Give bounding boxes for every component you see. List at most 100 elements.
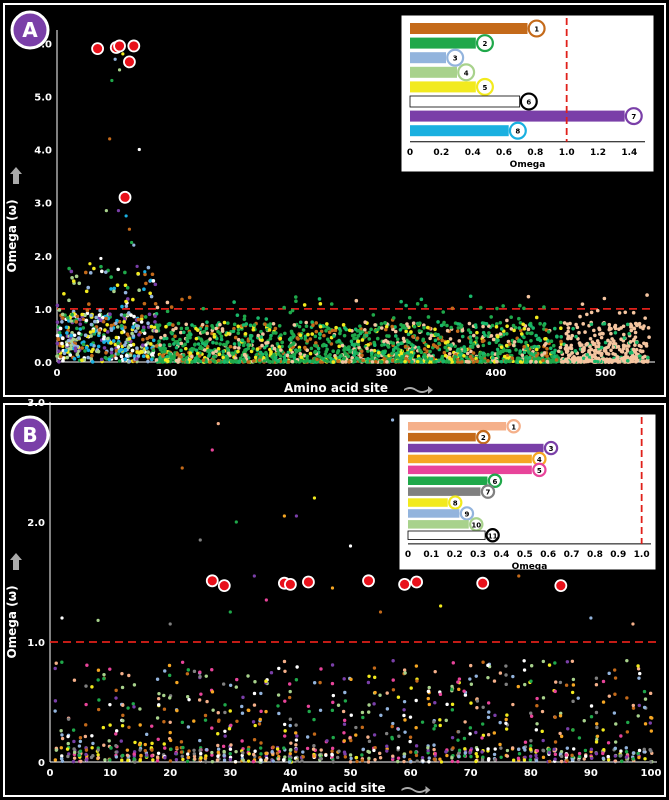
- inset-bar-label: 2: [483, 40, 488, 48]
- data-point: [84, 289, 89, 294]
- panel-frame: [3, 3, 666, 397]
- data-point: [566, 727, 570, 731]
- data-point: [495, 334, 500, 339]
- data-point: [547, 751, 552, 755]
- data-point: [476, 344, 480, 349]
- inset-axis-title: Omega: [510, 160, 546, 170]
- data-point: [602, 296, 607, 301]
- data-point: [349, 677, 353, 682]
- data-point: [126, 706, 130, 710]
- data-point: [78, 317, 82, 322]
- data-point: [534, 758, 539, 763]
- data-point: [163, 358, 168, 362]
- data-point: [56, 337, 61, 342]
- data-point: [130, 240, 134, 245]
- data-point: [338, 354, 342, 359]
- data-point: [203, 713, 208, 718]
- data-point: [150, 741, 154, 746]
- data-point: [258, 717, 262, 722]
- data-point: [108, 137, 112, 141]
- data-point: [109, 347, 114, 352]
- data-point: [168, 622, 172, 626]
- x-tick-label: 50: [344, 768, 358, 779]
- data-point: [232, 322, 237, 327]
- data-point: [619, 749, 623, 753]
- data-point: [499, 327, 504, 331]
- data-point: [66, 338, 71, 343]
- data-point: [60, 341, 64, 346]
- inset-bar: [410, 23, 528, 34]
- data-point: [252, 574, 256, 578]
- data-point: [438, 723, 442, 728]
- data-point: [450, 708, 455, 712]
- data-point: [329, 342, 334, 346]
- data-point: [201, 306, 206, 311]
- data-point: [214, 349, 218, 353]
- data-point: [474, 752, 478, 756]
- data-point: [433, 338, 438, 343]
- data-point: [145, 346, 149, 350]
- data-point: [330, 708, 335, 713]
- data-point: [429, 357, 434, 361]
- data-point: [114, 755, 119, 759]
- data-point: [235, 719, 239, 723]
- data-point: [415, 302, 420, 306]
- data-point: [280, 340, 285, 345]
- data-point: [348, 753, 353, 757]
- data-point: [589, 747, 594, 752]
- data-point: [474, 336, 479, 340]
- data-point: [187, 749, 191, 753]
- data-point: [304, 358, 309, 363]
- data-point: [202, 348, 207, 352]
- data-point: [143, 315, 148, 319]
- data-point: [529, 748, 533, 752]
- data-point: [264, 709, 268, 714]
- data-point: [120, 724, 125, 728]
- data-point: [67, 266, 71, 271]
- data-point: [373, 746, 377, 750]
- data-point: [272, 346, 277, 351]
- data-point: [599, 345, 604, 350]
- data-point: [147, 335, 152, 339]
- data-point: [154, 329, 159, 333]
- data-point: [427, 702, 432, 707]
- data-point: [390, 358, 395, 363]
- data-point: [151, 338, 156, 343]
- data-point: [516, 360, 520, 364]
- data-point: [304, 324, 309, 329]
- data-point: [620, 759, 624, 763]
- data-point: [582, 345, 586, 350]
- data-point: [241, 323, 246, 327]
- data-point: [577, 341, 582, 345]
- data-point: [112, 289, 116, 294]
- x-tick-label: 200: [266, 368, 287, 379]
- data-point: [242, 352, 247, 357]
- data-point: [511, 758, 516, 762]
- data-point: [169, 330, 174, 335]
- inset-axis-title: Omega: [512, 562, 548, 572]
- data-point: [451, 661, 455, 665]
- data-point: [405, 351, 410, 355]
- data-point: [199, 751, 203, 756]
- data-point: [601, 751, 605, 756]
- data-point: [107, 357, 112, 362]
- data-point: [541, 738, 545, 743]
- inset-tick-label: 0.6: [496, 148, 512, 158]
- data-point: [216, 347, 221, 351]
- data-point: [631, 751, 636, 755]
- data-point: [612, 711, 617, 715]
- x-tick-label: 500: [595, 368, 616, 379]
- data-point: [72, 678, 77, 682]
- data-point: [542, 343, 547, 347]
- data-point: [473, 323, 478, 327]
- data-point: [193, 757, 197, 761]
- data-point: [97, 328, 102, 332]
- data-point: [408, 715, 413, 719]
- data-point: [540, 729, 544, 734]
- data-point: [541, 358, 545, 363]
- data-point: [234, 520, 238, 524]
- data-point: [409, 686, 413, 690]
- data-point: [517, 316, 521, 321]
- data-point: [402, 708, 406, 712]
- data-point: [130, 348, 135, 353]
